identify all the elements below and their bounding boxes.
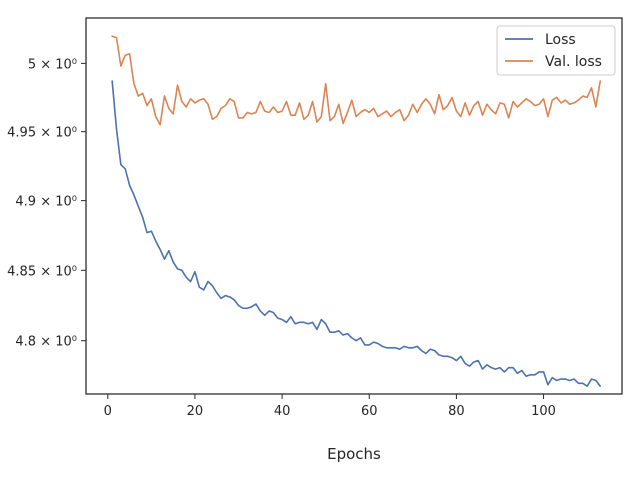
plot-area-frame <box>85 17 623 395</box>
x-axis-ticks: 0 20 40 60 80 100 <box>104 394 556 419</box>
series-lines <box>111 35 602 387</box>
series-line-loss <box>111 80 602 387</box>
legend: Loss Val. loss <box>496 25 616 76</box>
y-tick-label: 4.9 × 10⁰ <box>15 195 77 210</box>
x-tick-label: 40 <box>274 404 291 419</box>
y-tick-label: 5 × 10⁰ <box>28 57 77 72</box>
x-tick-label: 20 <box>187 404 204 419</box>
legend-label-loss: Loss <box>545 32 576 48</box>
legend-label-val-loss: Val. loss <box>545 54 602 70</box>
x-tick-label: 0 <box>104 404 112 419</box>
y-tick-label: 4.85 × 10⁰ <box>7 264 77 279</box>
x-tick-label: 100 <box>531 404 556 419</box>
y-axis-ticks: 4.8 × 10⁰ 4.85 × 10⁰ 4.9 × 10⁰ 4.95 × 10⁰ 5 … <box>7 57 86 350</box>
series-line-val-loss <box>111 35 602 126</box>
x-tick-label: 60 <box>361 404 378 419</box>
x-tick-label: 80 <box>448 404 465 419</box>
y-tick-label: 4.95 × 10⁰ <box>7 126 77 141</box>
y-tick-label: 4.8 × 10⁰ <box>15 335 77 350</box>
x-axis-label: Epochs <box>327 445 381 463</box>
